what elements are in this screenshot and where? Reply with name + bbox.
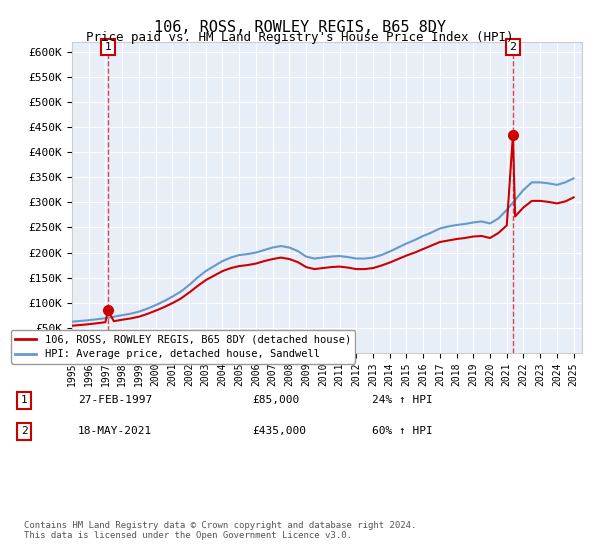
Text: 60% ↑ HPI: 60% ↑ HPI	[372, 426, 433, 436]
Text: 2: 2	[20, 426, 28, 436]
Text: 1: 1	[104, 42, 112, 52]
Text: 27-FEB-1997: 27-FEB-1997	[78, 395, 152, 405]
Text: Price paid vs. HM Land Registry's House Price Index (HPI): Price paid vs. HM Land Registry's House …	[86, 31, 514, 44]
Text: 24% ↑ HPI: 24% ↑ HPI	[372, 395, 433, 405]
Text: 18-MAY-2021: 18-MAY-2021	[78, 426, 152, 436]
Text: Contains HM Land Registry data © Crown copyright and database right 2024.
This d: Contains HM Land Registry data © Crown c…	[24, 521, 416, 540]
Text: £85,000: £85,000	[252, 395, 299, 405]
Text: 1: 1	[20, 395, 28, 405]
Text: 106, ROSS, ROWLEY REGIS, B65 8DY: 106, ROSS, ROWLEY REGIS, B65 8DY	[154, 20, 446, 35]
Text: 2: 2	[509, 42, 517, 52]
Legend: 106, ROSS, ROWLEY REGIS, B65 8DY (detached house), HPI: Average price, detached : 106, ROSS, ROWLEY REGIS, B65 8DY (detach…	[11, 330, 355, 363]
Text: £435,000: £435,000	[252, 426, 306, 436]
